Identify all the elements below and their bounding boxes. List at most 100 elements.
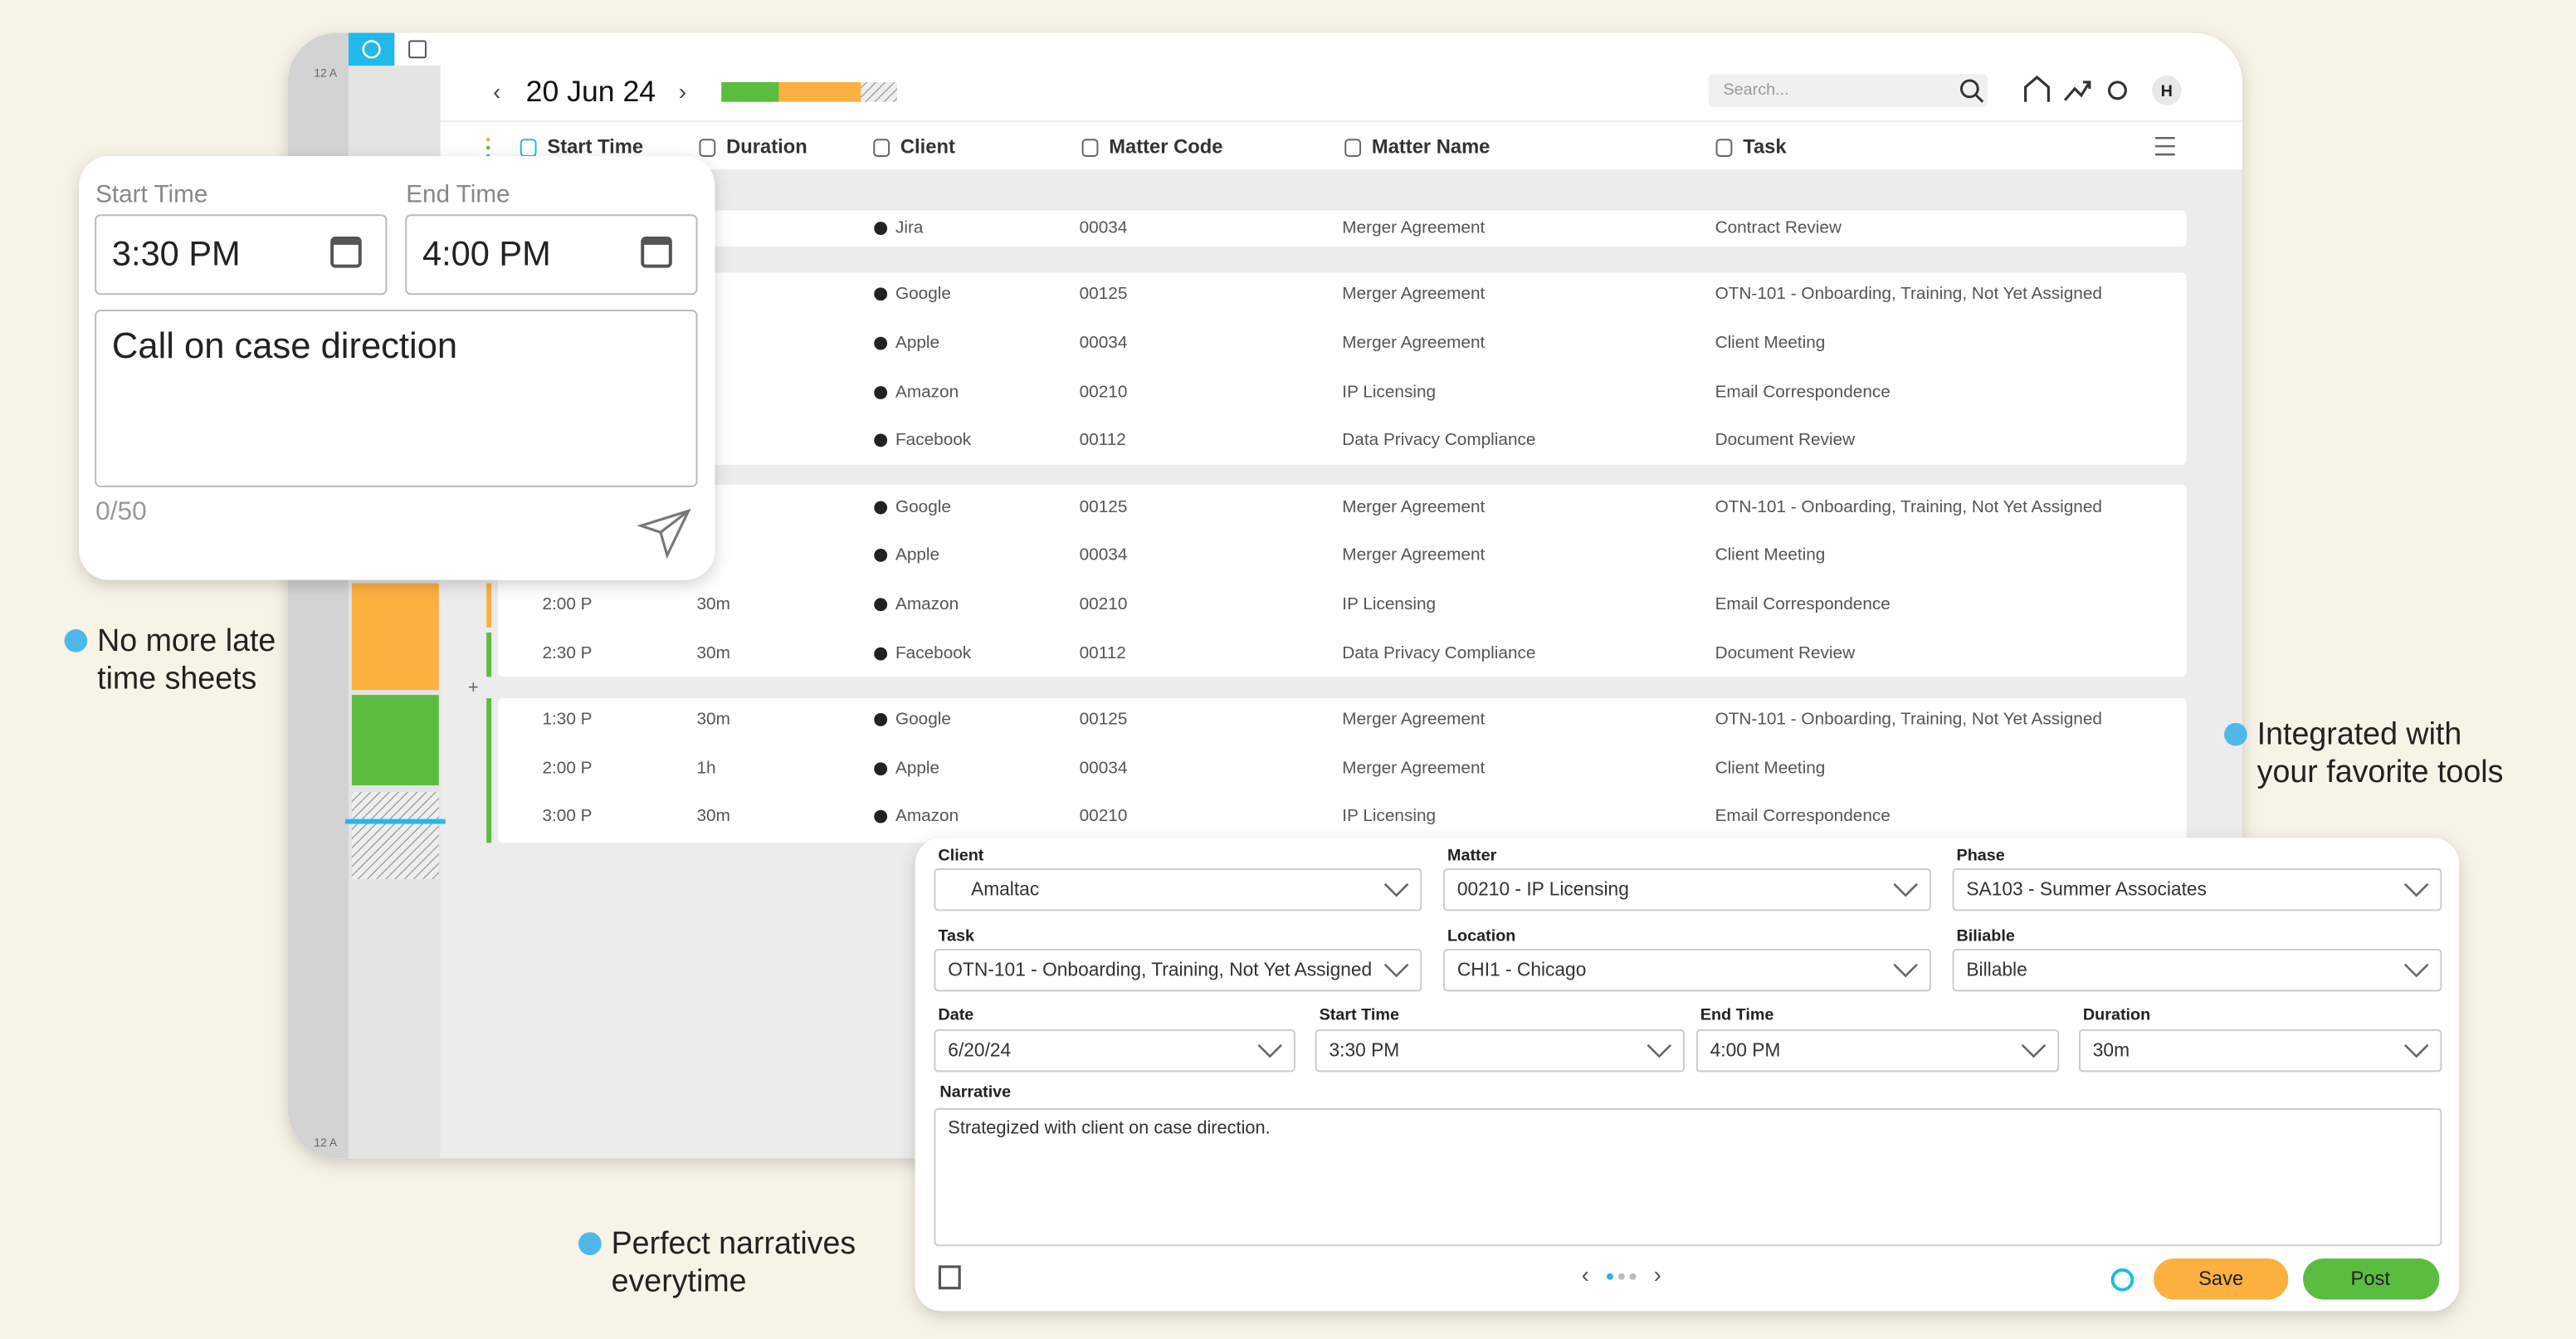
time-block: [351, 695, 439, 786]
search[interactable]: [1708, 74, 1988, 107]
save-label: Save: [2198, 1268, 2243, 1290]
settings[interactable]: [2107, 81, 2127, 100]
field-select[interactable]: [1952, 948, 2442, 992]
field-label: Matter: [1447, 846, 1497, 864]
duration: 30m: [697, 806, 730, 825]
client-logo: [874, 598, 888, 612]
field-select[interactable]: [2078, 1029, 2442, 1073]
progress: [778, 81, 861, 102]
send[interactable]: [637, 508, 691, 560]
avatar[interactable]: [2152, 76, 2182, 105]
status-bar: [486, 698, 492, 843]
client: Facebook: [895, 643, 972, 662]
matter-name: Data Privacy Compliance: [1342, 643, 1535, 662]
matter-code: 00034: [1080, 545, 1128, 564]
field-select[interactable]: [1443, 867, 1931, 911]
column-header[interactable]: Matter Code: [1109, 136, 1222, 158]
refresh[interactable]: [2110, 1268, 2134, 1292]
client: Google: [895, 284, 951, 303]
field-select[interactable]: [934, 867, 1422, 911]
task: Client Meeting: [1715, 333, 1826, 352]
delete[interactable]: [938, 1265, 961, 1290]
menu[interactable]: [2154, 136, 2175, 156]
client-logo: [874, 549, 888, 562]
matter-name: Merger Agreement: [1342, 497, 1485, 516]
end-input[interactable]: [405, 214, 698, 296]
task: OTN-101 - Onboarding, Training, Not Yet …: [1715, 284, 2102, 303]
callout-text: Integrated with: [2257, 716, 2462, 751]
field-select[interactable]: [934, 1029, 1295, 1073]
start-time: 2:00 P: [542, 594, 592, 613]
timeline-label: 12 A: [314, 66, 337, 80]
field-select[interactable]: [1695, 1029, 2060, 1073]
matter-name: Merger Agreement: [1342, 218, 1485, 237]
timeline-label: 12 A: [314, 1136, 337, 1149]
client-logo: [874, 762, 888, 776]
time-popup: Start Time End Time 3:30 PM 4:00 PM Call…: [79, 156, 715, 580]
field-select[interactable]: [934, 948, 1422, 992]
task: Client Meeting: [1715, 759, 1826, 778]
callout-text: Perfect narratives: [612, 1225, 856, 1260]
add[interactable]: +: [468, 677, 479, 697]
column-header[interactable]: Client: [900, 136, 955, 158]
field-select[interactable]: [1952, 867, 2442, 911]
client: Facebook: [895, 430, 972, 449]
calendar-tab[interactable]: [408, 40, 427, 59]
narrative-input[interactable]: [934, 1107, 2442, 1247]
note-input[interactable]: [95, 310, 698, 487]
matter-code: 00034: [1080, 759, 1128, 778]
column-header[interactable]: Start Time: [547, 136, 643, 158]
time-block: [351, 791, 439, 879]
prev-day[interactable]: ‹: [493, 79, 500, 105]
field-select[interactable]: [1443, 948, 1931, 992]
client: Apple: [895, 333, 939, 352]
client: Apple: [895, 759, 939, 778]
task: OTN-101 - Onboarding, Training, Not Yet …: [1715, 709, 2102, 728]
stats[interactable]: [2063, 81, 2091, 101]
client: Amazon: [895, 806, 959, 825]
entry-group: [498, 698, 2187, 843]
matter-name: Merger Agreement: [1342, 709, 1485, 728]
time-block: [351, 583, 439, 691]
post-button[interactable]: [2303, 1258, 2440, 1300]
duration: 1h: [697, 759, 716, 778]
counter: 0/50: [95, 496, 147, 525]
end-value: 4:00 PM: [422, 234, 551, 273]
clock-tab[interactable]: [348, 32, 395, 66]
client-logo: [874, 287, 888, 301]
start-time: 2:30 P: [542, 643, 592, 662]
chevron: [1383, 963, 1409, 978]
matter-code: 00112: [1080, 430, 1126, 449]
matter-code: 00034: [1080, 333, 1128, 352]
column-header[interactable]: Duration: [726, 136, 807, 158]
home[interactable]: [2024, 75, 2050, 102]
prev-page[interactable]: ‹: [1582, 1262, 1589, 1288]
save-button[interactable]: [2154, 1258, 2289, 1300]
column-icon: [873, 139, 890, 158]
chevron: [2403, 882, 2429, 897]
column-header[interactable]: Task: [1743, 136, 1787, 158]
post-label: Post: [2351, 1268, 2391, 1290]
column-header[interactable]: Matter Name: [1372, 136, 1490, 158]
field-label: Start Time: [1320, 1005, 1399, 1024]
callout-dot: [2224, 722, 2247, 746]
avatar-initial: H: [2161, 82, 2173, 100]
chevron: [1893, 963, 1918, 978]
matter-code: 00210: [1080, 594, 1128, 613]
task: Client Meeting: [1715, 545, 1826, 564]
start-value: 3:30 PM: [112, 234, 241, 273]
matter-code: 00125: [1080, 284, 1128, 303]
next-page[interactable]: ›: [1654, 1262, 1661, 1288]
field-select[interactable]: [1315, 1029, 1685, 1073]
start-input[interactable]: [95, 214, 388, 296]
next-day[interactable]: ›: [679, 79, 686, 105]
callout-text: time sheets: [97, 660, 256, 695]
field-value: 30m: [2093, 1039, 2130, 1061]
field-label: Client: [938, 846, 983, 864]
label: End Time: [406, 180, 510, 208]
client: Apple: [895, 545, 939, 564]
chevron: [1383, 882, 1409, 897]
field-value: 4:00 PM: [1710, 1039, 1781, 1061]
chevron: [2403, 1043, 2429, 1058]
